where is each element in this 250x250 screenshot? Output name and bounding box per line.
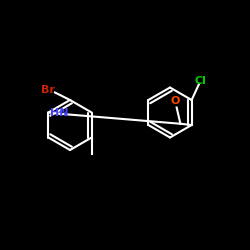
Text: HN: HN (50, 108, 69, 118)
Text: Br: Br (41, 85, 55, 95)
Text: Cl: Cl (194, 76, 206, 86)
Text: O: O (171, 96, 180, 106)
